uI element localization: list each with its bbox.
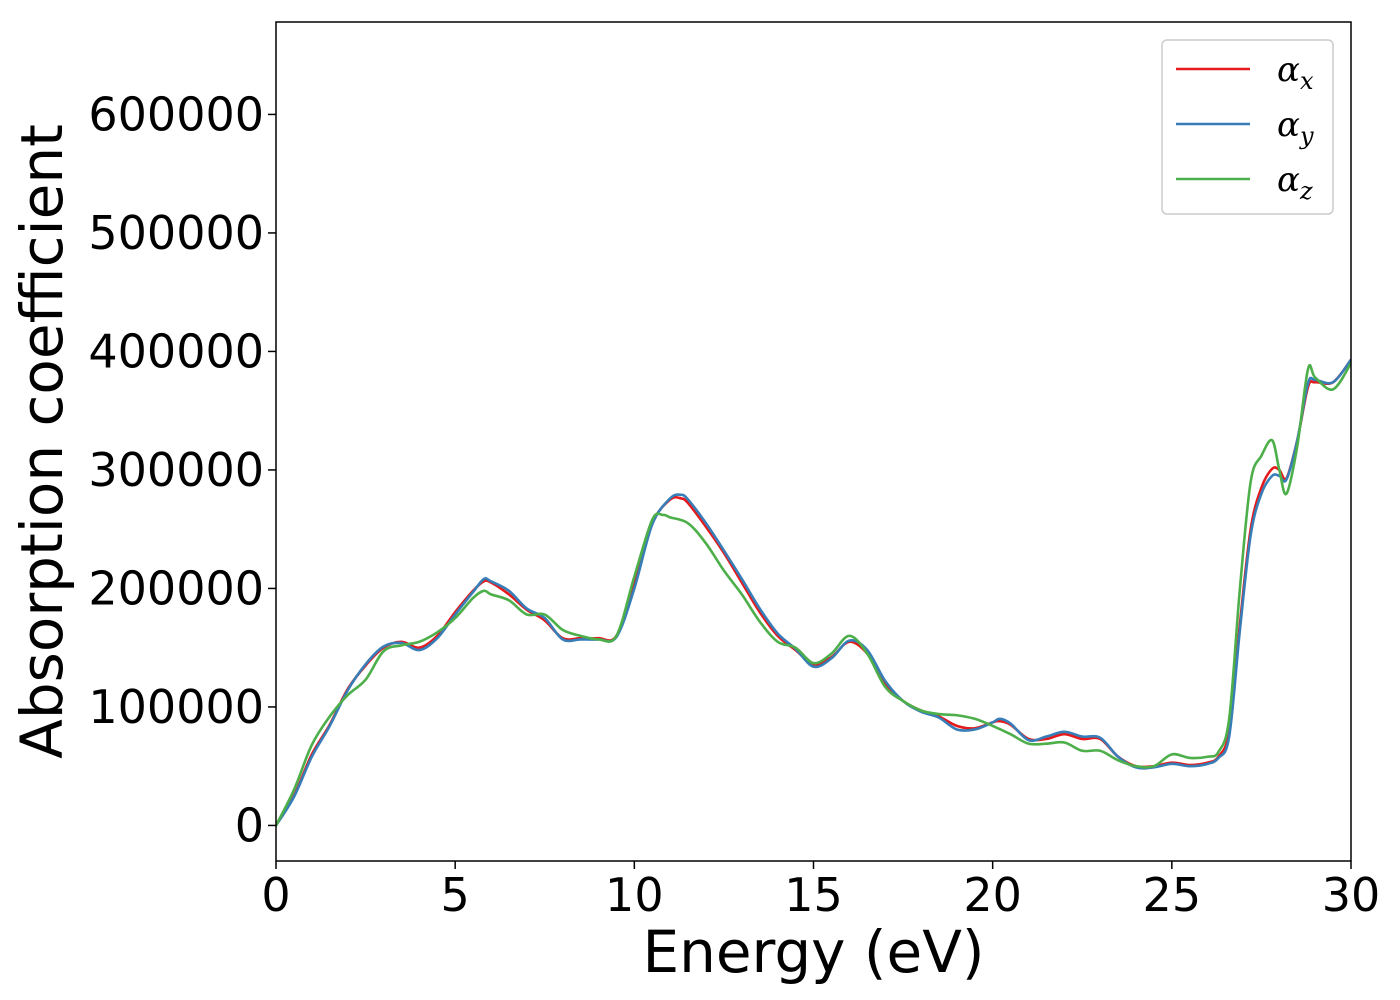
x-tick-label: 15 bbox=[784, 868, 843, 922]
y-tick-label: 0 bbox=[235, 798, 264, 852]
plot-frame bbox=[275, 21, 1352, 862]
series-line-alpha-x bbox=[276, 358, 1351, 827]
y-tick-label: 600000 bbox=[88, 87, 264, 141]
legend: αx αy αz bbox=[1161, 39, 1334, 215]
series-line-alpha-y bbox=[276, 358, 1351, 827]
legend-label-alpha-z: αz bbox=[1277, 160, 1313, 205]
plot-area bbox=[276, 358, 1351, 827]
legend-label-alpha-y: αy bbox=[1277, 105, 1314, 150]
x-tick-label: 20 bbox=[963, 868, 1022, 922]
x-axis: 0 5 10 15 20 25 30 bbox=[261, 861, 1380, 922]
x-tick-label: 10 bbox=[605, 868, 664, 922]
y-tick-label: 200000 bbox=[88, 561, 264, 615]
legend-box bbox=[1161, 39, 1334, 215]
y-tick-label: 100000 bbox=[88, 680, 264, 734]
y-axis: 0 100000 200000 300000 400000 500000 600000 bbox=[88, 87, 276, 852]
series-line-alpha-z bbox=[276, 361, 1351, 827]
y-tick-label: 500000 bbox=[88, 206, 264, 260]
x-tick-label: 0 bbox=[261, 868, 290, 922]
y-axis-label: Absorption coefficient bbox=[8, 124, 76, 759]
legend-label-alpha-x: αx bbox=[1277, 50, 1314, 95]
x-tick-label: 30 bbox=[1322, 868, 1381, 922]
y-tick-label: 400000 bbox=[88, 324, 264, 378]
x-tick-label: 5 bbox=[441, 868, 470, 922]
y-tick-label: 300000 bbox=[88, 443, 264, 497]
x-tick-label: 25 bbox=[1143, 868, 1202, 922]
x-axis-label: Energy (eV) bbox=[642, 918, 984, 986]
